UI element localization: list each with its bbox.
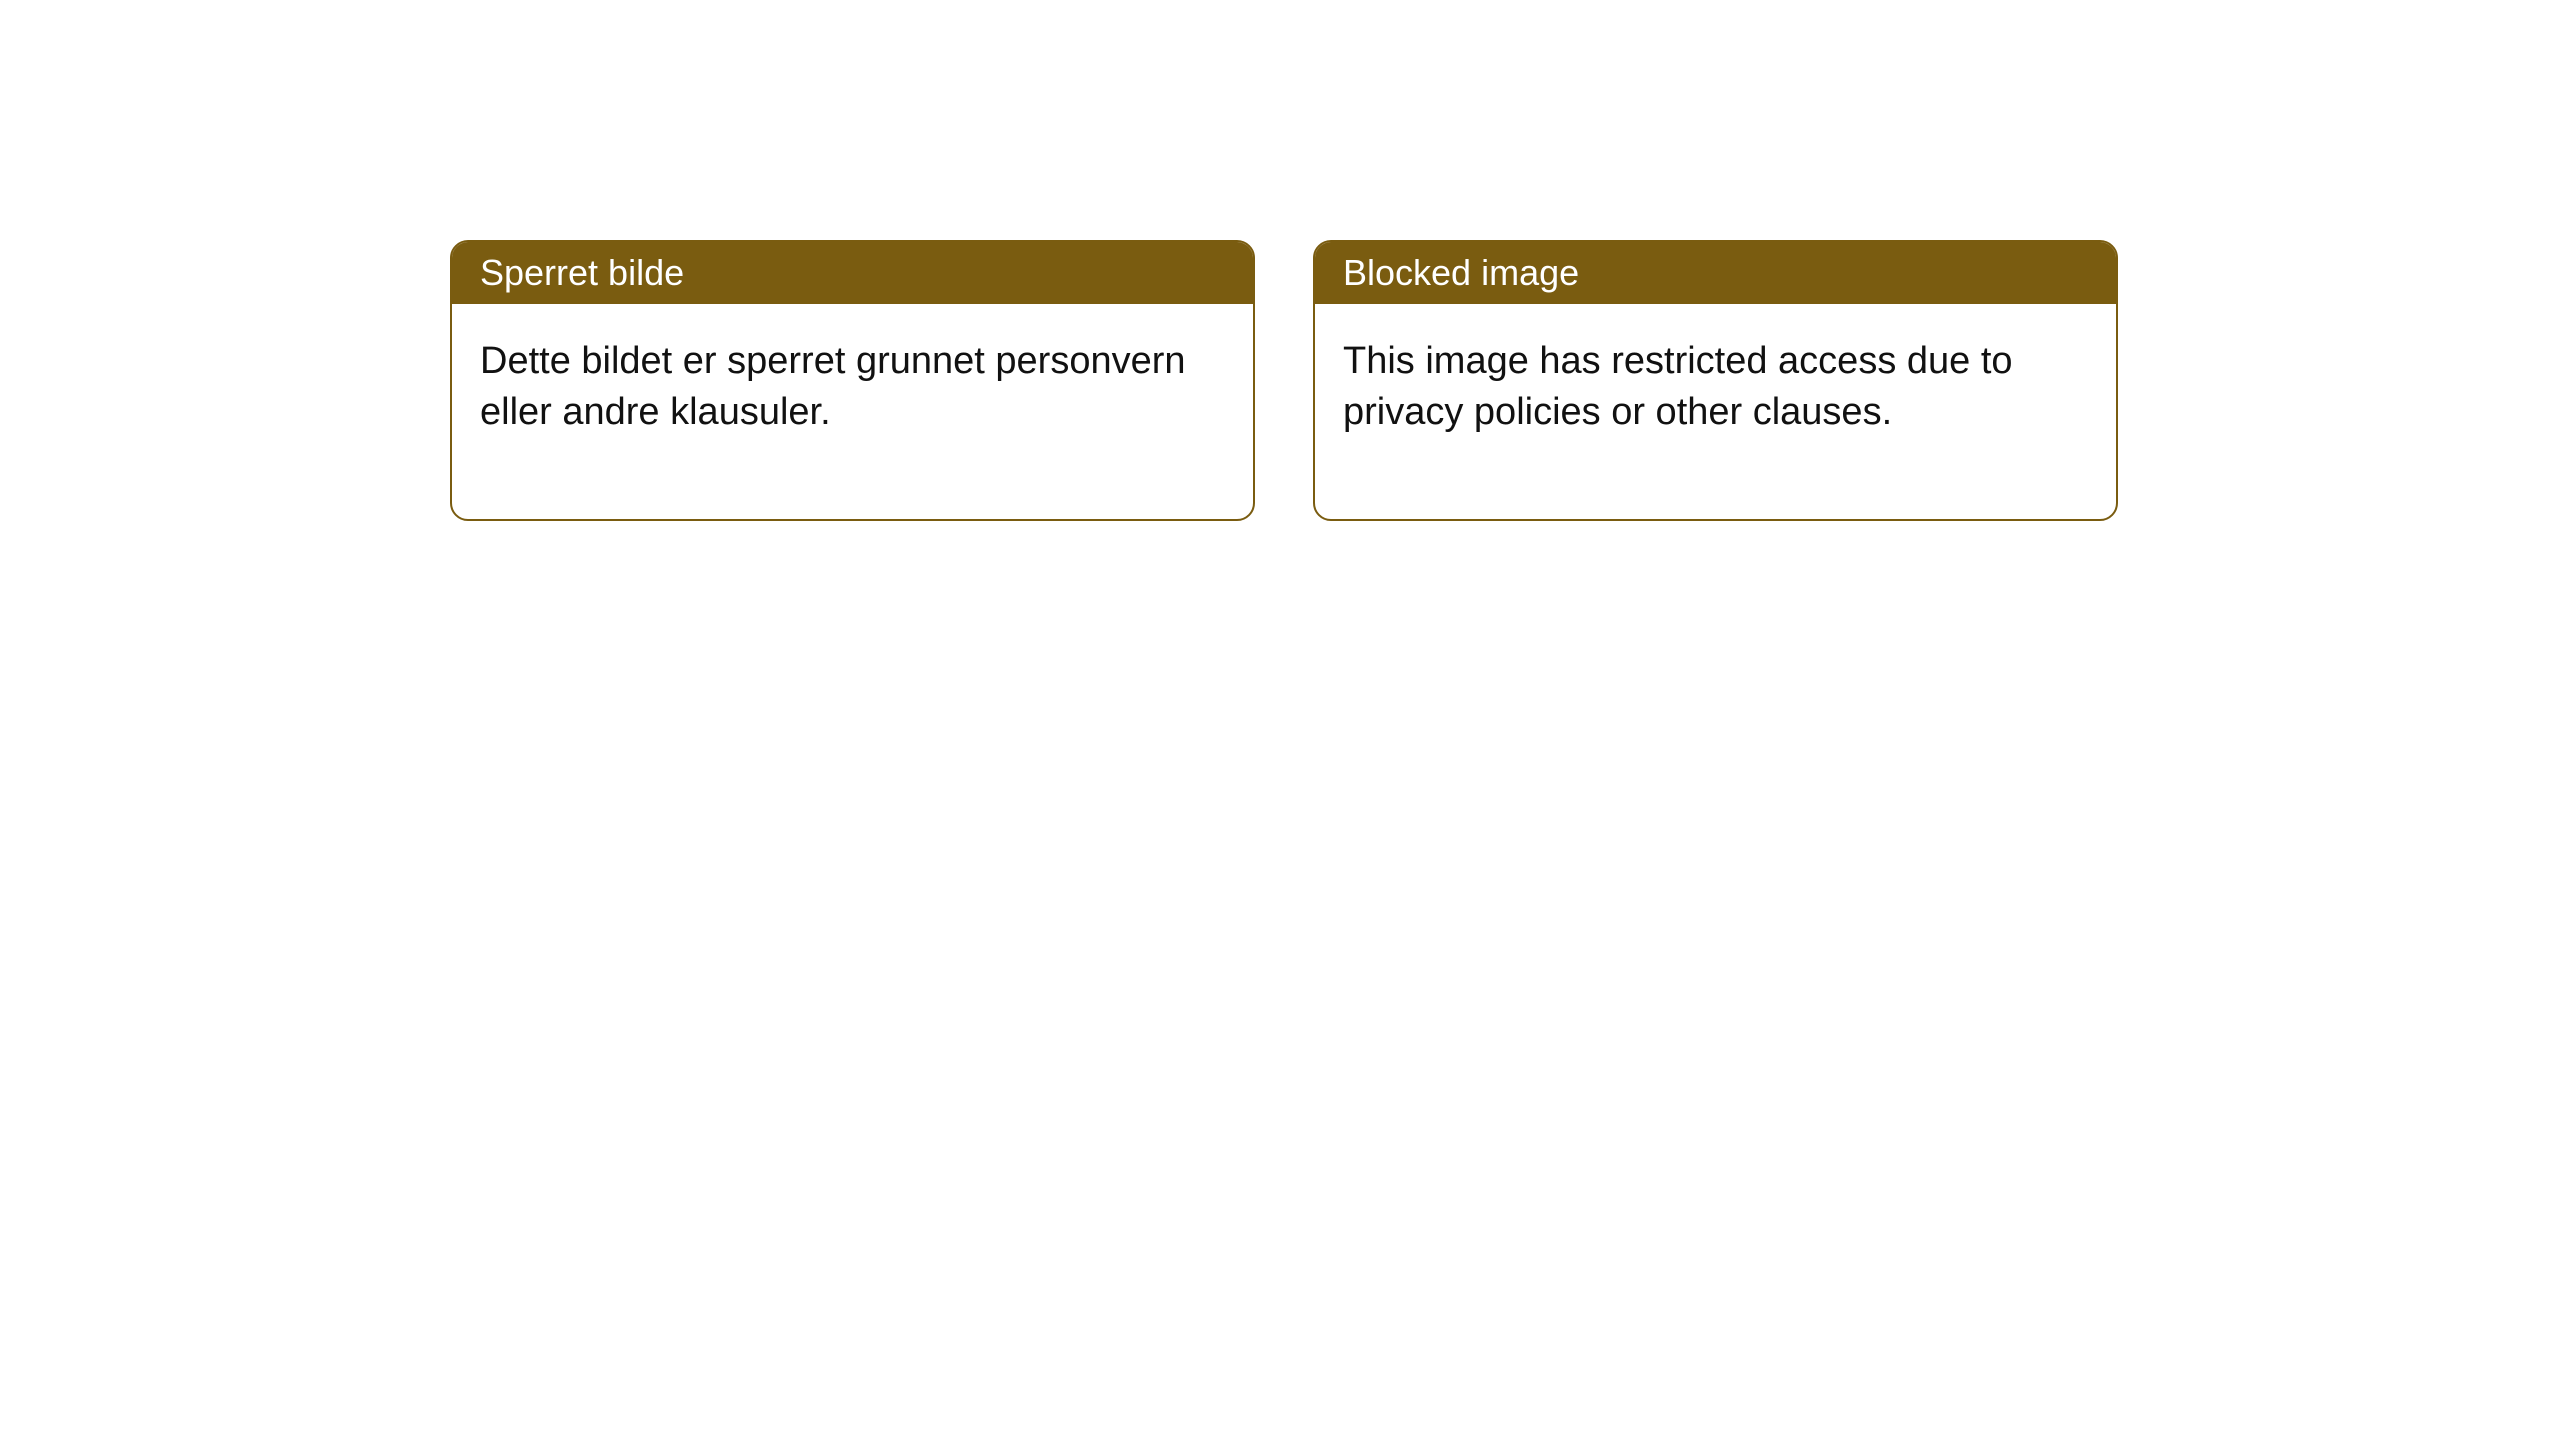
notice-container: Sperret bilde Dette bildet er sperret gr… <box>0 0 2560 521</box>
notice-header-norwegian: Sperret bilde <box>452 242 1253 304</box>
notice-header-english: Blocked image <box>1315 242 2116 304</box>
notice-card-norwegian: Sperret bilde Dette bildet er sperret gr… <box>450 240 1255 521</box>
notice-body-english: This image has restricted access due to … <box>1315 304 2116 519</box>
notice-body-norwegian: Dette bildet er sperret grunnet personve… <box>452 304 1253 519</box>
notice-card-english: Blocked image This image has restricted … <box>1313 240 2118 521</box>
